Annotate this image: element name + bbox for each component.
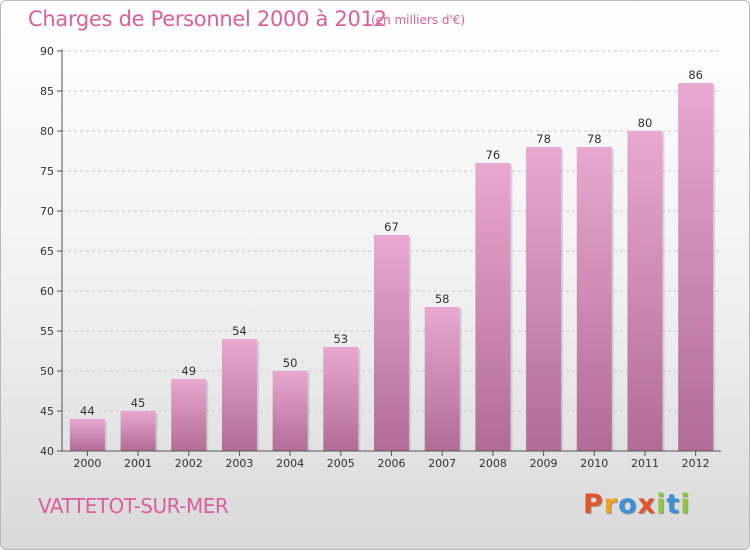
y-tick-label: 70 (40, 205, 54, 218)
bar-value-label: 86 (688, 68, 703, 82)
bar-value-label: 78 (536, 132, 551, 146)
bar (678, 83, 714, 451)
y-tick-label: 50 (40, 365, 54, 378)
bar-value-label: 58 (435, 292, 450, 306)
x-tick-label: 2010 (580, 457, 608, 470)
bar (424, 307, 460, 451)
bar (475, 163, 511, 451)
x-tick-label: 2006 (378, 457, 406, 470)
proxiti-logo: Proxiti (583, 489, 691, 520)
x-tick-label: 2003 (225, 457, 253, 470)
x-tick-label: 2004 (276, 457, 304, 470)
logo-letter: r (603, 489, 619, 520)
y-tick-label: 55 (40, 325, 54, 338)
logo-letter: i (656, 489, 667, 520)
bar-value-label: 54 (232, 324, 247, 338)
bar-value-label: 49 (181, 364, 196, 378)
bar-value-label: 76 (486, 148, 501, 162)
logo-letter: x (637, 489, 657, 520)
bar (627, 131, 663, 451)
bar-value-label: 80 (638, 116, 653, 130)
chart-subtitle: (en milliers d'€) (371, 13, 466, 27)
logo-letter: o (618, 489, 638, 520)
bar-value-label: 67 (384, 220, 399, 234)
bar (120, 411, 156, 451)
logo-letter: P (583, 489, 604, 520)
y-tick-label: 80 (40, 125, 54, 138)
y-tick-label: 85 (40, 85, 54, 98)
bar-value-label: 44 (80, 404, 95, 418)
y-tick-label: 75 (40, 165, 54, 178)
bars: 44 45 49 54 50 53 67 58 76 78 78 80 86 (69, 68, 716, 451)
bar (272, 371, 308, 451)
x-tick-label: 2008 (479, 457, 507, 470)
commune-name: VATTETOT-SUR-MER (38, 494, 229, 518)
x-tick-label: 2002 (175, 457, 203, 470)
x-tick-label: 2007 (428, 457, 456, 470)
logo-letter: i (680, 489, 691, 520)
x-tick-label: 2001 (124, 457, 152, 470)
y-tick-label: 65 (40, 245, 54, 258)
y-tick-label: 40 (40, 445, 54, 458)
axes: 40 45 50 55 60 65 70 75 80 85 90 2000 2001 2002 2003 20… (40, 45, 721, 470)
bar (576, 147, 612, 451)
bar (374, 235, 409, 451)
bar-value-label: 45 (131, 396, 146, 410)
y-tick-label: 60 (40, 285, 54, 298)
y-tick-label: 45 (40, 405, 54, 418)
bar-value-label: 78 (587, 132, 602, 146)
y-tick-label: 90 (40, 45, 54, 58)
x-tick-label: 2005 (327, 457, 355, 470)
x-tick-label: 2009 (530, 457, 558, 470)
x-tick-label: 2012 (682, 457, 710, 470)
bar (323, 347, 359, 451)
bar (69, 419, 105, 451)
bar-value-label: 50 (283, 356, 298, 370)
bar-value-label: 53 (333, 332, 348, 346)
bar (221, 339, 257, 451)
x-tick-label: 2000 (73, 457, 101, 470)
x-tick-label: 2011 (631, 457, 659, 470)
logo-letter: t (666, 489, 681, 520)
bar (171, 379, 207, 451)
bar (526, 147, 562, 451)
chart-title: Charges de Personnel 2000 à 2012 (28, 7, 387, 31)
